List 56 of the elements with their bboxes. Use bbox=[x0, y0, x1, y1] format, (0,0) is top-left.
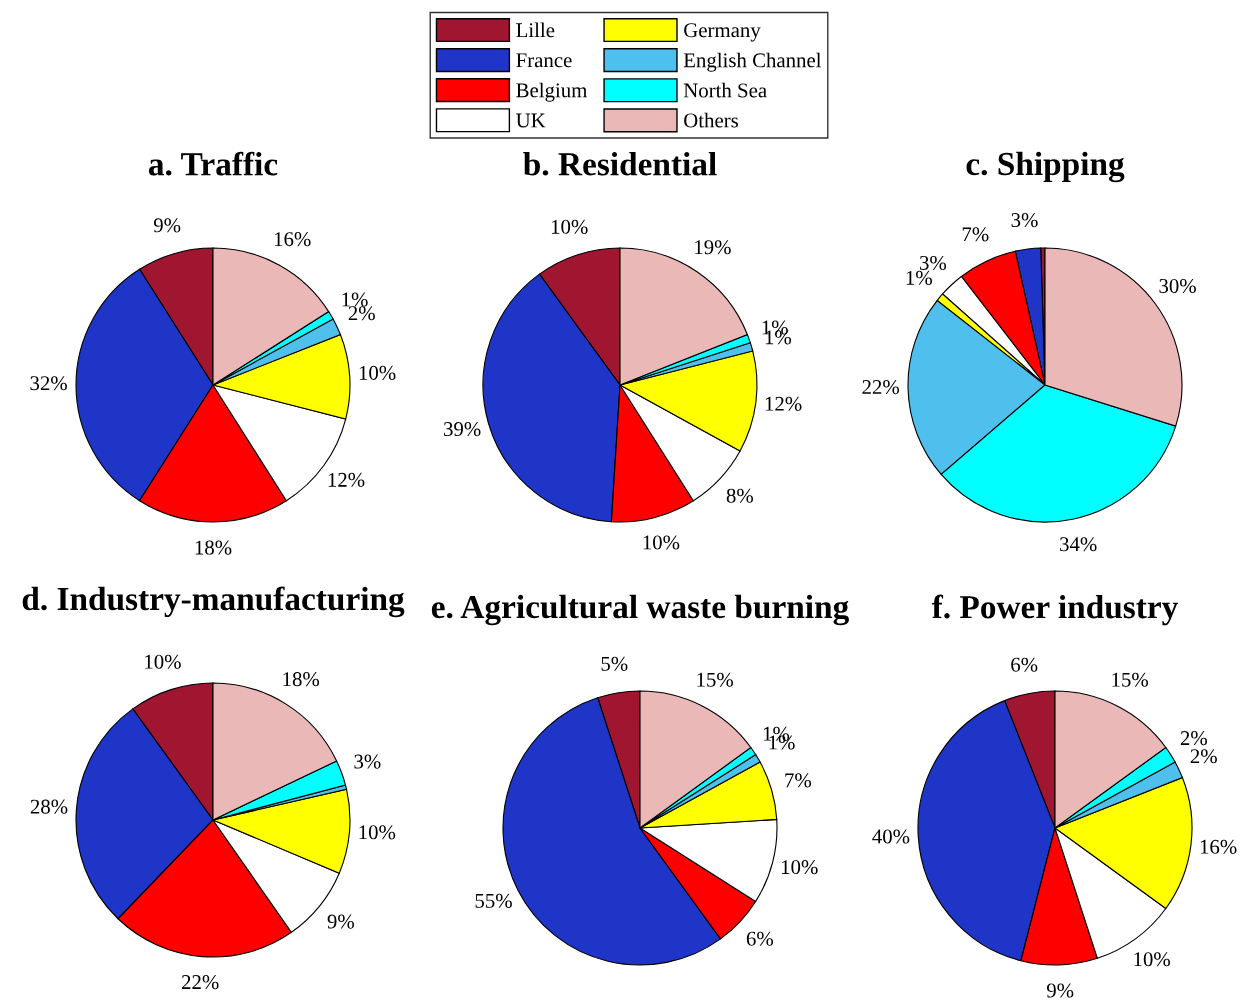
data-label: 16% bbox=[1200, 839, 1237, 854]
data-label: 10% bbox=[359, 365, 396, 380]
data-label: 15% bbox=[697, 672, 734, 687]
data-label: 10% bbox=[359, 825, 396, 840]
data-label: 5% bbox=[601, 656, 628, 671]
legend-label: Germany bbox=[684, 23, 761, 42]
data-label: 34% bbox=[1060, 537, 1097, 552]
data-label: 9% bbox=[327, 914, 355, 929]
data-label: 10% bbox=[1134, 952, 1171, 967]
legend-label: North Sea bbox=[683, 82, 767, 98]
data-label: 1% bbox=[906, 270, 932, 285]
data-label: 55% bbox=[475, 893, 512, 908]
chart-title: d. Industry-manufacturing bbox=[22, 586, 405, 618]
chart-title: f. Power industry bbox=[931, 594, 1178, 626]
data-label: 7% bbox=[962, 227, 989, 242]
legend-label: France bbox=[516, 53, 572, 68]
legend-label: Lille bbox=[516, 22, 555, 38]
data-label: 10% bbox=[643, 535, 680, 550]
data-label: 3% bbox=[1011, 213, 1038, 228]
data-label: 10% bbox=[781, 860, 818, 875]
data-label: 9% bbox=[1046, 983, 1074, 998]
chart-title: c. Shipping bbox=[966, 151, 1125, 183]
legend-label: Belgium bbox=[516, 82, 588, 102]
data-label: 12% bbox=[328, 472, 365, 487]
legend-label: UK bbox=[516, 113, 546, 128]
data-label: 10% bbox=[551, 219, 588, 234]
data-label: 10% bbox=[145, 654, 181, 669]
chart-title: e. Agricultural waste burning bbox=[431, 594, 849, 626]
data-label: 7% bbox=[785, 773, 812, 788]
data-label: 18% bbox=[283, 672, 320, 687]
data-label: 39% bbox=[444, 422, 481, 437]
data-label: 19% bbox=[695, 240, 731, 255]
legend-label: Others bbox=[684, 112, 739, 128]
data-label: 18% bbox=[195, 540, 232, 555]
chart-title: b. Residential bbox=[523, 152, 717, 176]
data-label: 3% bbox=[920, 255, 947, 271]
data-label: 2% bbox=[1190, 749, 1217, 764]
data-label: 12% bbox=[765, 396, 802, 411]
data-label: 15% bbox=[1112, 672, 1149, 687]
data-label: 2% bbox=[348, 306, 375, 321]
data-label: 22% bbox=[862, 380, 900, 395]
text: a. Traffic bbox=[148, 151, 278, 176]
data-label: 22% bbox=[181, 975, 219, 990]
data-label: 9% bbox=[153, 218, 181, 233]
legend-label: English Channel bbox=[683, 52, 822, 72]
data-label: 28% bbox=[30, 799, 68, 814]
data-label: 3% bbox=[354, 754, 381, 769]
data-label: 8% bbox=[726, 488, 754, 503]
data-label: 16% bbox=[274, 232, 311, 247]
data-label: 40% bbox=[872, 829, 910, 844]
data-label: 30% bbox=[1159, 278, 1196, 294]
data-label: 6% bbox=[746, 931, 774, 946]
data-label: 32% bbox=[30, 376, 67, 391]
data-label: 6% bbox=[1011, 657, 1038, 672]
data-label: 1% bbox=[342, 292, 368, 307]
data-label: 2% bbox=[1180, 731, 1207, 746]
